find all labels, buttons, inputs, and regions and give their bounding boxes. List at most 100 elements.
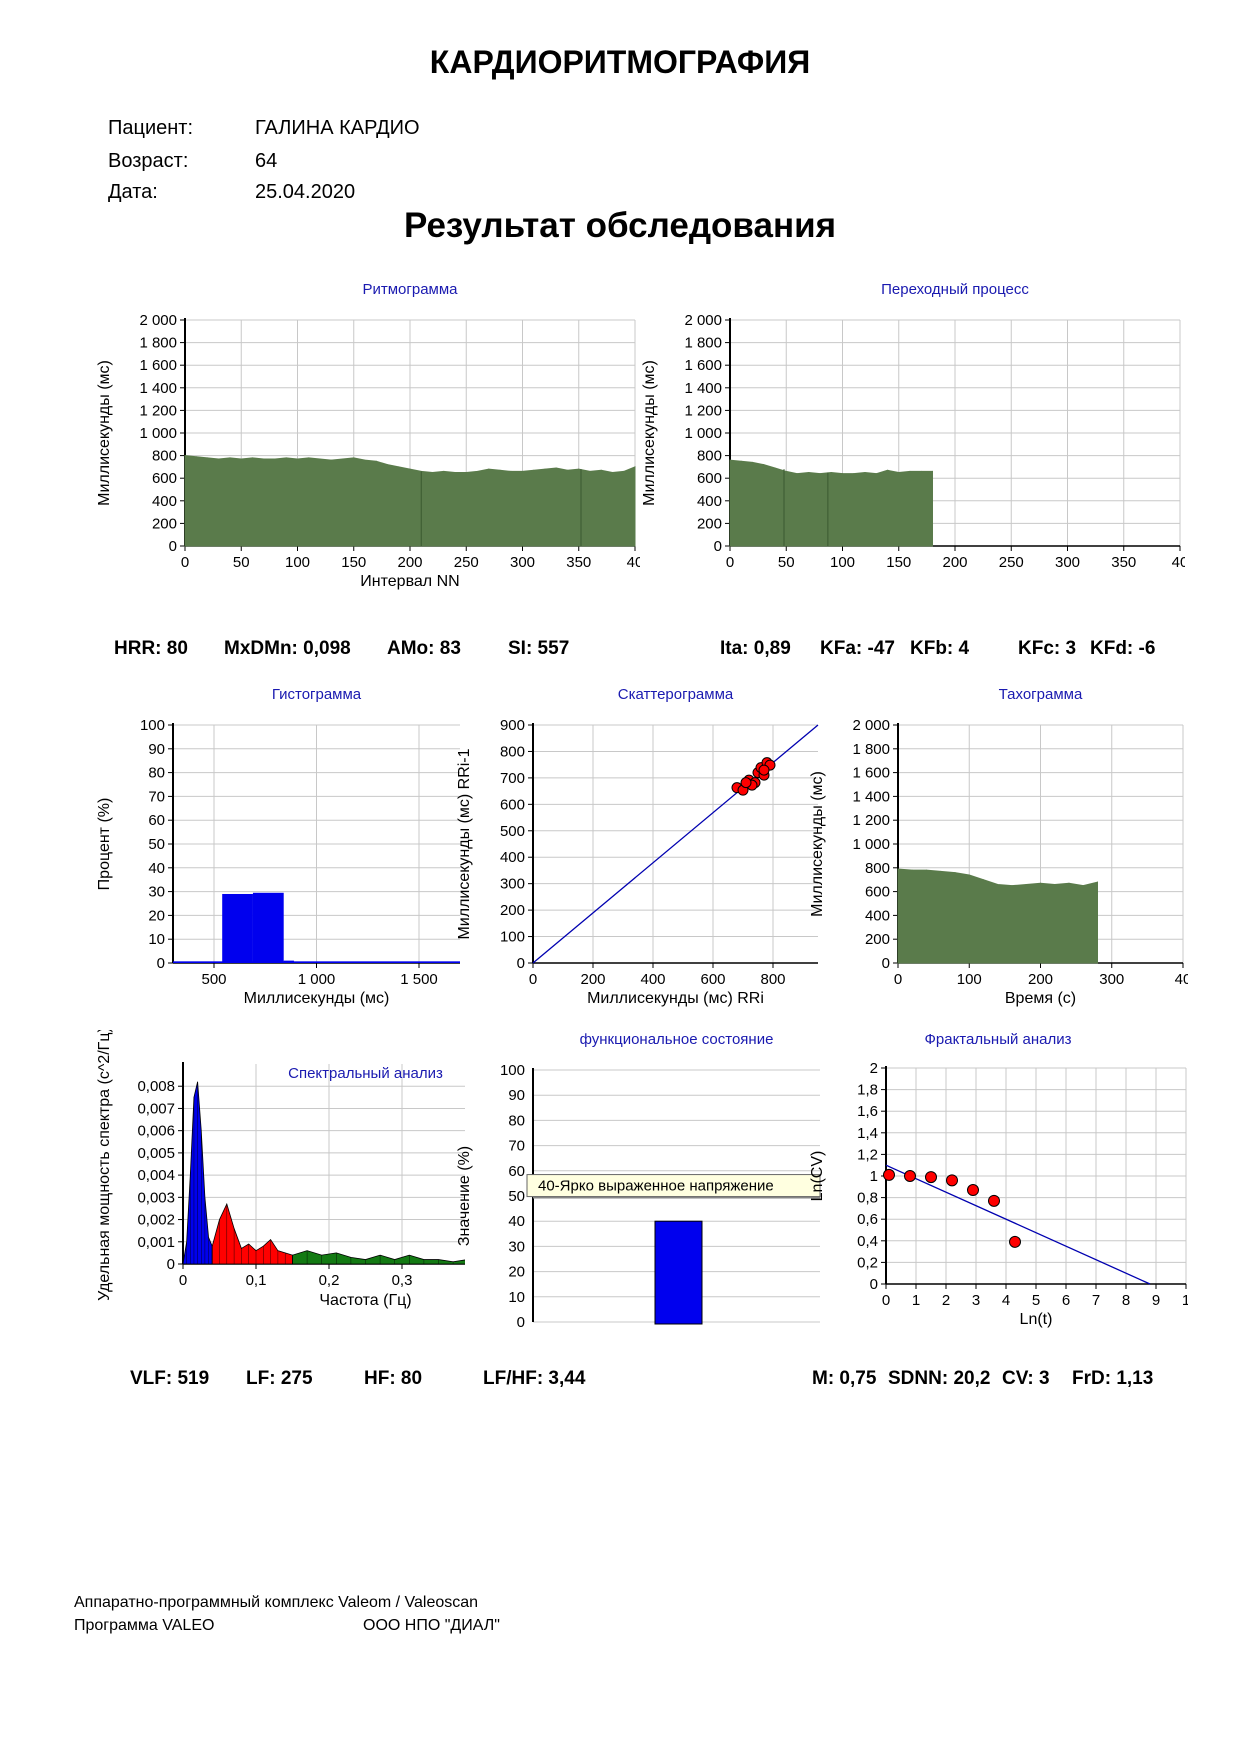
x-axis-label: Миллисекунды (мс) RRi [587, 990, 764, 1007]
x-tick-label: 300 [1055, 554, 1080, 571]
y-tick-label: 2 000 [852, 717, 890, 734]
data-point [819, 473, 821, 475]
data-point [920, 470, 922, 472]
footer-device: Аппаратно-программный комплекс Valeom / … [74, 1594, 479, 1611]
data-point [926, 869, 927, 871]
x-tick-label: 8 [1122, 1292, 1130, 1309]
y-tick-label: 30 [508, 1238, 525, 1255]
histogram-bar [252, 892, 284, 963]
y-tick-label: 1,4 [857, 1125, 878, 1142]
y-tick-label: 0,007 [137, 1100, 175, 1117]
data-point [567, 469, 568, 471]
x-axis-label: Интервал NN [360, 573, 459, 590]
y-tick-label: 200 [152, 515, 177, 532]
data-point [342, 458, 343, 460]
y-tick-label: 20 [148, 907, 165, 924]
data-point [218, 458, 220, 460]
stat-hf: HF: 80 [364, 1368, 423, 1389]
x-tick-label: 150 [341, 554, 366, 571]
data-point [297, 458, 298, 460]
x-tick-label: 2 [942, 1292, 950, 1309]
rhythmogram-area [184, 455, 636, 547]
data-point [909, 470, 911, 472]
footer-company: ООО НПО "ДИАЛ" [363, 1617, 500, 1634]
x-tick-label: 800 [760, 971, 785, 988]
y-tick-label: 0,2 [857, 1254, 878, 1271]
x-tick-label: 0 [882, 1292, 890, 1309]
data-point [808, 472, 810, 474]
y-tick-label: 0 [714, 538, 722, 555]
spectrum-band-hf [292, 1250, 465, 1265]
x-tick-label: 100 [285, 554, 310, 571]
data-point [634, 466, 636, 468]
y-tick-label: 50 [148, 836, 165, 853]
stat-cv: CV: 3 [1002, 1368, 1050, 1389]
chart-title: Ритмограмма [362, 281, 458, 298]
y-tick-label: 10 [508, 1289, 525, 1306]
data-point [465, 472, 467, 474]
y-tick-label: 0,006 [137, 1123, 175, 1140]
y-tick-label: 1,8 [857, 1082, 878, 1099]
x-tick-label: 300 [1099, 971, 1124, 988]
scatter-point [740, 777, 752, 789]
data-point [274, 458, 276, 460]
data-point [522, 470, 523, 472]
y-axis-label: Процент (%) [96, 798, 113, 891]
x-tick-label: 0 [726, 554, 734, 571]
chart-title: Тахограмма [999, 686, 1083, 703]
x-tick-label: 350 [1111, 554, 1136, 571]
x-tick-label: 0,3 [392, 1272, 413, 1289]
data-point [729, 459, 731, 461]
functional-state-chart: 0 10 20 30 40 50 60 70 80 90 100 функциональное сос… [456, 1031, 821, 1331]
data-point [319, 458, 321, 460]
data-point [1054, 883, 1056, 885]
data-point [875, 473, 877, 475]
y-tick-label: 0,004 [137, 1167, 175, 1184]
x-tick-label: 250 [454, 554, 479, 571]
x-tick-label: 200 [942, 554, 967, 571]
y-tick-label: 200 [500, 902, 525, 919]
x-tick-label: 0 [179, 1272, 187, 1289]
y-tick-label: 100 [500, 929, 525, 946]
y-tick-label: 800 [865, 860, 890, 877]
data-point [533, 469, 535, 471]
data-point [555, 467, 557, 469]
stat-lfhf: LF/HF: 3,44 [483, 1368, 586, 1389]
data-point [330, 459, 332, 461]
y-tick-label: 1 600 [684, 357, 722, 374]
fractal-point [946, 1174, 958, 1187]
y-tick-label: 0 [882, 955, 890, 972]
fractal-point [883, 1168, 895, 1181]
stat-vlf: VLF: 519 [130, 1368, 210, 1389]
y-tick-label: 1 800 [852, 741, 890, 758]
x-tick-label: 3 [972, 1292, 980, 1309]
data-point [612, 472, 613, 474]
stat-frd: FrD: 1,13 [1072, 1368, 1154, 1389]
x-tick-label: 5 [1032, 1292, 1040, 1309]
y-tick-label: 800 [152, 448, 177, 465]
y-tick-label: 40 [508, 1213, 525, 1230]
histogram-bar [222, 893, 253, 963]
x-tick-label: 9 [1152, 1292, 1160, 1309]
y-tick-label: 400 [500, 849, 525, 866]
data-point [830, 472, 832, 474]
data-point [940, 870, 942, 872]
x-tick-label: 50 [233, 554, 250, 571]
y-tick-label: 1 [870, 1168, 878, 1185]
data-point [195, 456, 197, 458]
x-tick-label: 6 [1062, 1292, 1070, 1309]
y-tick-label: 0,005 [137, 1145, 175, 1162]
y-tick-label: 0,003 [137, 1189, 175, 1206]
y-axis-label: Значение (%) [456, 1146, 473, 1246]
data-point [911, 869, 913, 871]
y-tick-label: 600 [697, 470, 722, 487]
y-tick-label: 500 [500, 823, 525, 840]
data-point [932, 470, 933, 472]
y-tick-label: 1 600 [852, 765, 890, 782]
y-axis-label: Миллисекунды (мс) RRi-1 [456, 748, 473, 939]
x-tick-label: 1 [912, 1292, 920, 1309]
y-tick-label: 900 [500, 717, 525, 734]
y-tick-label: 200 [865, 931, 890, 948]
data-point [997, 883, 999, 885]
tachogram-area [897, 868, 1098, 964]
